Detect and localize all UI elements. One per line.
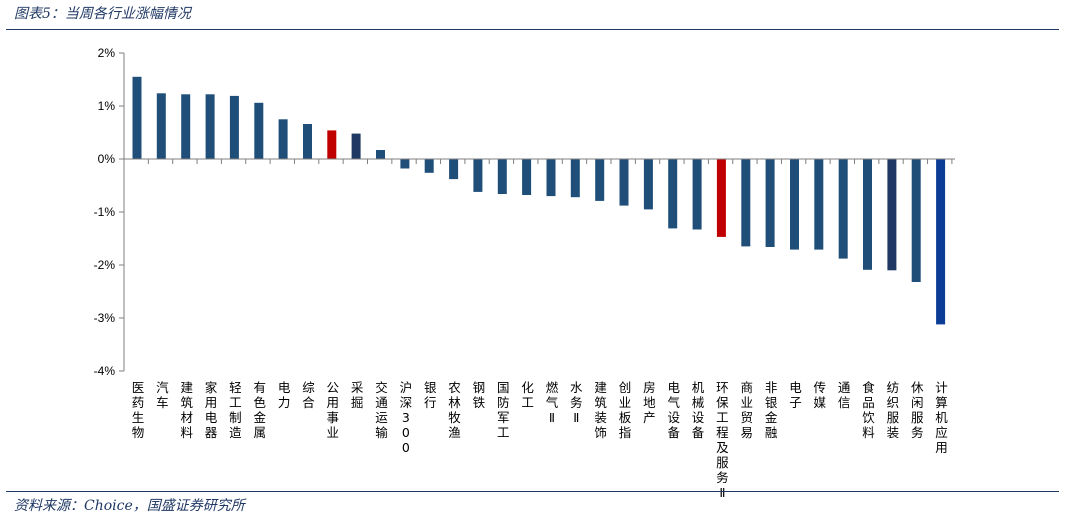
category-label-5: 轻工制造 (229, 380, 242, 440)
bar-11 (376, 150, 385, 159)
y-tick-label: 2% (98, 46, 116, 60)
bar-21 (619, 159, 629, 206)
figure-title: 图表5：当周各行业涨幅情况 (14, 6, 191, 22)
bar-3 (181, 94, 191, 159)
bar-6 (254, 102, 264, 159)
y-tick-label: -3% (94, 311, 116, 325)
category-label-6: 有色金属 (253, 380, 266, 440)
category-label-9: 公用事业 (327, 380, 340, 440)
bar-25 (716, 159, 726, 237)
category-label-1: 医药生物 (132, 380, 145, 440)
bar-31 (863, 159, 872, 270)
y-tick-label: -1% (94, 205, 116, 219)
category-label-15: 钢铁 (473, 380, 486, 410)
bar-4 (205, 94, 215, 159)
bar-20 (595, 159, 605, 201)
bar-19 (570, 159, 580, 198)
bar-2 (156, 93, 166, 159)
bar-18 (546, 159, 556, 197)
category-label-3: 建筑材料 (180, 380, 193, 440)
bar-10 (351, 133, 361, 159)
bar-9 (327, 130, 337, 159)
category-label-2: 汽车 (156, 380, 169, 410)
bar-28 (790, 159, 799, 250)
bar-5 (229, 95, 239, 159)
category-label-33: 休闲服务 (911, 380, 924, 440)
category-label-30: 通信 (838, 380, 851, 410)
y-tick-label: -2% (94, 258, 116, 272)
bars-group (132, 76, 946, 325)
category-label-21: 创业板指 (619, 380, 632, 440)
bar-23 (668, 159, 678, 229)
y-axis: 2% 1% 0% -1% -2% -3% -4% (94, 46, 125, 378)
bar-32 (887, 159, 897, 271)
category-label-11: 交通运输 (375, 380, 388, 440)
category-label-14: 农林牧渔 (448, 380, 461, 440)
category-label-24: 机械设备 (692, 380, 705, 440)
category-label-10: 采掘 (351, 380, 364, 410)
bar-30 (838, 159, 848, 259)
bar-12 (400, 159, 410, 169)
bar-16 (497, 159, 507, 194)
category-label-26: 商业贸易 (740, 380, 753, 440)
category-label-20: 建筑装饰 (594, 380, 607, 440)
category-label-8: 综合 (302, 380, 315, 410)
category-label-22: 房地产 (643, 380, 656, 425)
bar-24 (692, 159, 702, 230)
category-label-16: 国防军工 (497, 380, 510, 440)
bottom-rule (6, 491, 1059, 492)
category-label-29: 传媒 (814, 380, 827, 410)
bar-26 (741, 159, 751, 247)
x-axis (123, 158, 955, 164)
category-label-12: 沪深 3 0 0 (400, 380, 413, 455)
y-tick-label: 1% (98, 99, 116, 113)
category-label-19: 水务 Ⅱ (570, 380, 583, 425)
category-label-23: 电气设备 (667, 380, 680, 440)
bar-1 (132, 76, 142, 159)
category-label-4: 家用电器 (205, 380, 218, 440)
top-rule (6, 29, 1059, 30)
bar-7 (278, 119, 288, 160)
source-note: 资料来源：Choice，国盛证券研究所 (14, 498, 245, 514)
bar-34 (936, 159, 946, 325)
bar-22 (643, 159, 653, 210)
bar-15 (473, 159, 483, 192)
y-tick-label: -4% (94, 364, 116, 378)
bar-8 (303, 124, 312, 159)
category-label-7: 电力 (278, 380, 291, 410)
bar-13 (424, 159, 434, 173)
category-label-17: 化工 (521, 380, 534, 410)
bar-17 (522, 159, 532, 195)
category-label-25: 环保工程及服务 Ⅱ (716, 380, 729, 500)
bar-27 (765, 159, 775, 247)
bar-29 (814, 159, 824, 250)
bar-14 (449, 159, 459, 180)
y-tick-label: 0% (98, 152, 116, 166)
bar-33 (911, 159, 921, 282)
category-label-31: 食品饮料 (862, 380, 875, 440)
category-label-27: 非银金融 (765, 380, 778, 440)
category-label-34: 计算机应用 (935, 380, 948, 455)
category-label-13: 银行 (424, 380, 437, 410)
category-label-18: 燃气 Ⅱ (546, 380, 559, 425)
category-label-28: 电子 (789, 380, 802, 410)
category-label-32: 纺织服装 (887, 380, 900, 440)
